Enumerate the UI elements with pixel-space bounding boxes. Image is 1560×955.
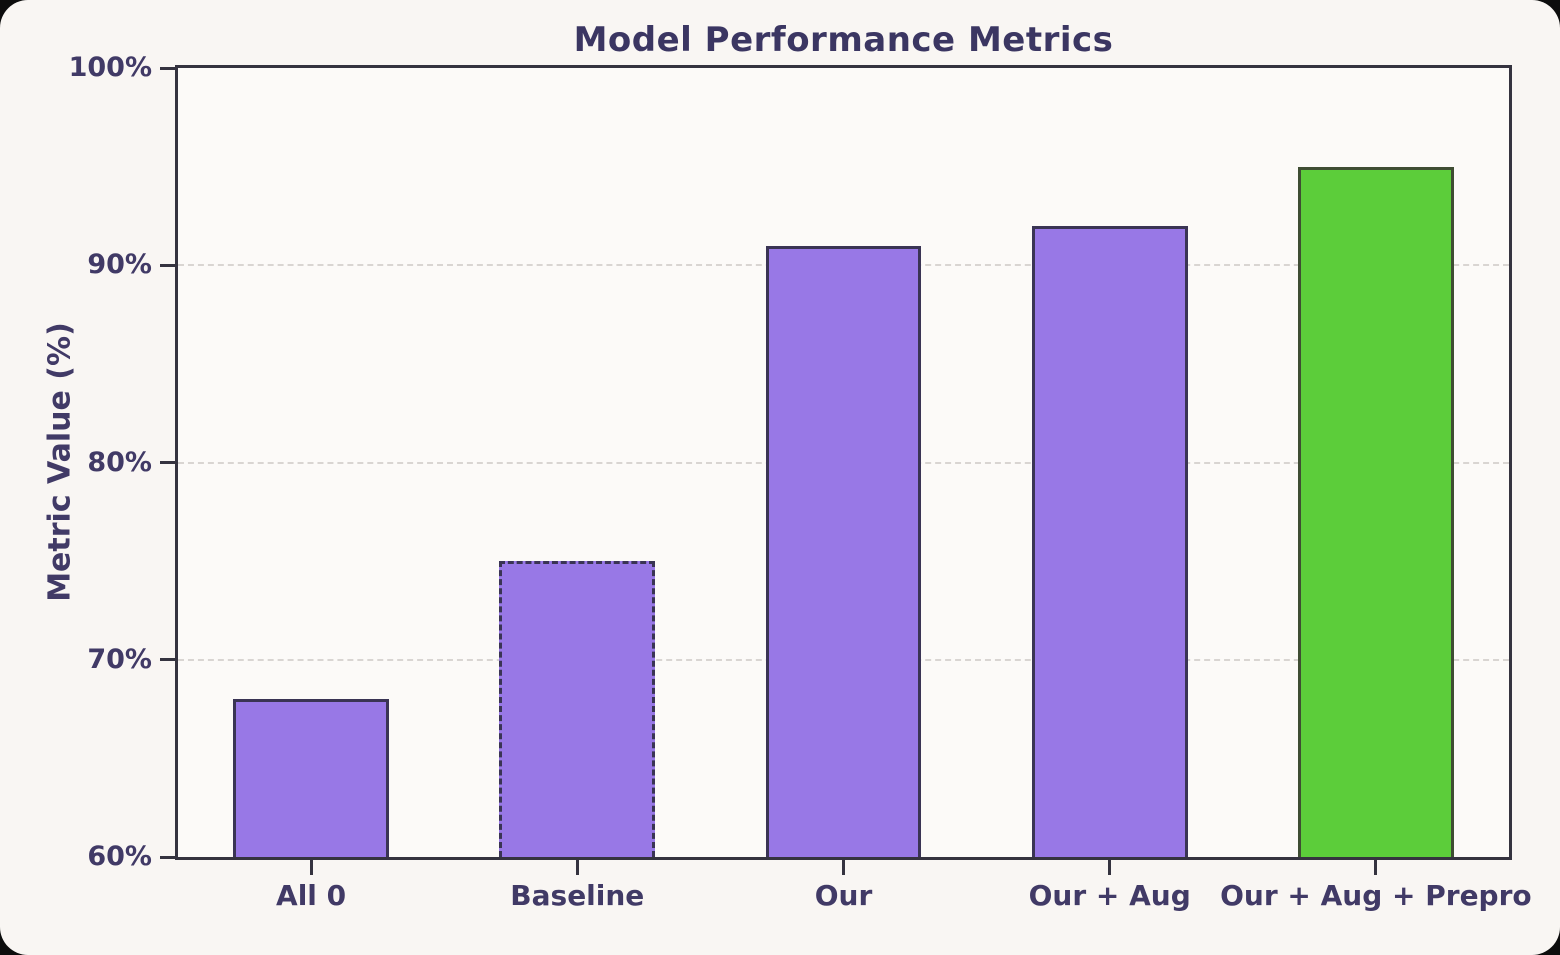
- chart-title: Model Performance Metrics: [573, 20, 1114, 60]
- x-tick-label-our: Our: [814, 879, 873, 912]
- plot-area: 60% 70% 80% 90% 100% All 0 Baseline Our Our + Au…: [69, 52, 1532, 912]
- bar-all-0: [233, 699, 389, 857]
- y-tick-mark-60: [160, 855, 175, 859]
- bar-our-aug: [1031, 225, 1188, 857]
- x-tick-mark-our-aug: [1108, 860, 1112, 875]
- y-tick-label-80: 80%: [87, 446, 152, 478]
- bar-our-aug-prepro: [1298, 166, 1454, 857]
- x-tick-mark-all-0: [309, 860, 313, 875]
- y-tick-label-60: 60%: [87, 841, 152, 872]
- x-tick-label-baseline: Baseline: [510, 879, 645, 912]
- x-tick-mark-baseline: [575, 860, 579, 875]
- x-tick-label-all-0: All 0: [276, 879, 347, 912]
- y-tick-mark-90: [160, 263, 175, 267]
- x-tick-mark-our-aug-prepro: [1374, 860, 1378, 875]
- x-tick-mark-our: [842, 860, 845, 875]
- y-tick-mark-70: [160, 658, 175, 662]
- y-tick-mark-80: [160, 461, 175, 464]
- bar-our: [765, 245, 922, 857]
- x-tick-label-our-aug: Our + Aug: [1028, 879, 1191, 912]
- bar-baseline: [499, 561, 656, 857]
- y-tick-mark-100: [160, 66, 175, 70]
- y-tick-label-70: 70%: [87, 643, 152, 675]
- y-tick-label-100: 100%: [68, 52, 152, 83]
- y-tick-label-90: 90%: [87, 249, 152, 281]
- x-tick-label-our-aug-prepro: Our + Aug + Prepro: [1220, 879, 1532, 912]
